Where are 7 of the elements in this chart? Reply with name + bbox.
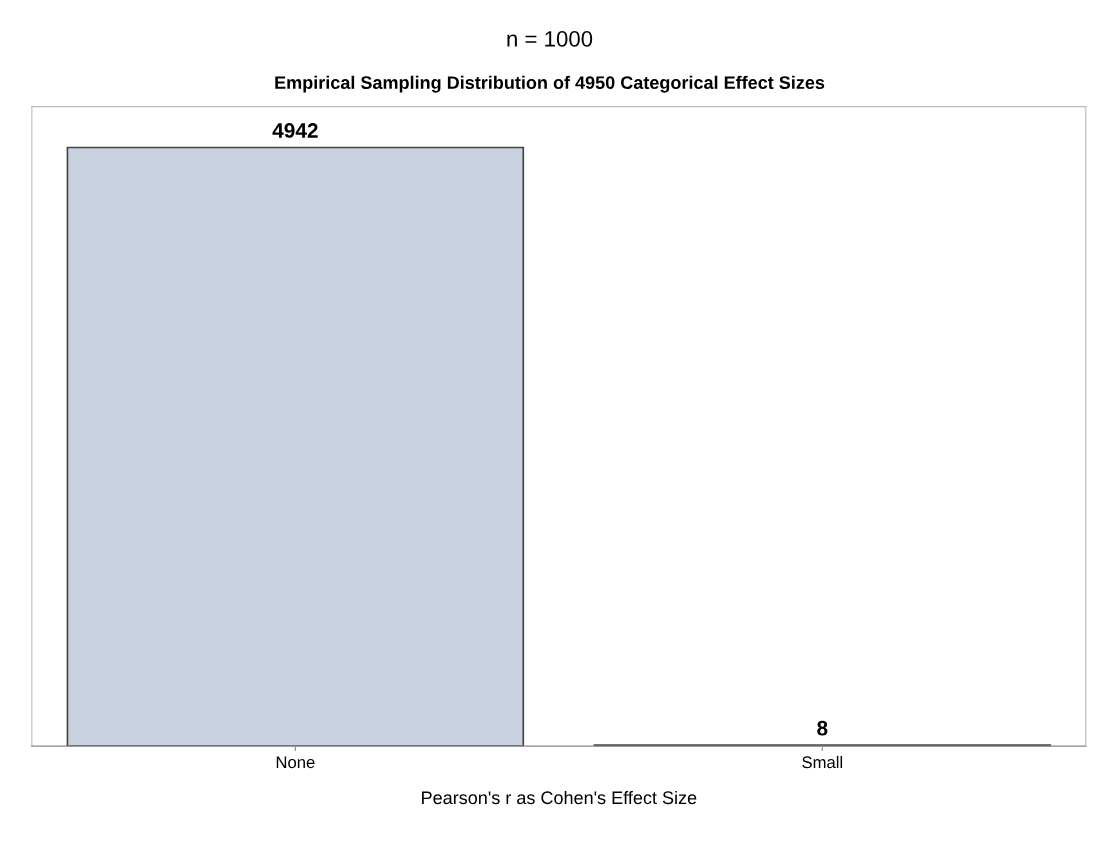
chart-title: n = 1000 [507,31,593,47]
chart-subtitle: Empirical Sampling Distribution of 4950 Categorical Effect Sizes [275,75,825,93]
x-tick-label: None [276,756,315,769]
x-axis-title: Pearson's r as Cohen's Effect Size [422,790,697,805]
data-label: 4942 [272,123,318,138]
data-label: 8 [817,720,828,736]
x-tick-label: Small [802,755,843,769]
